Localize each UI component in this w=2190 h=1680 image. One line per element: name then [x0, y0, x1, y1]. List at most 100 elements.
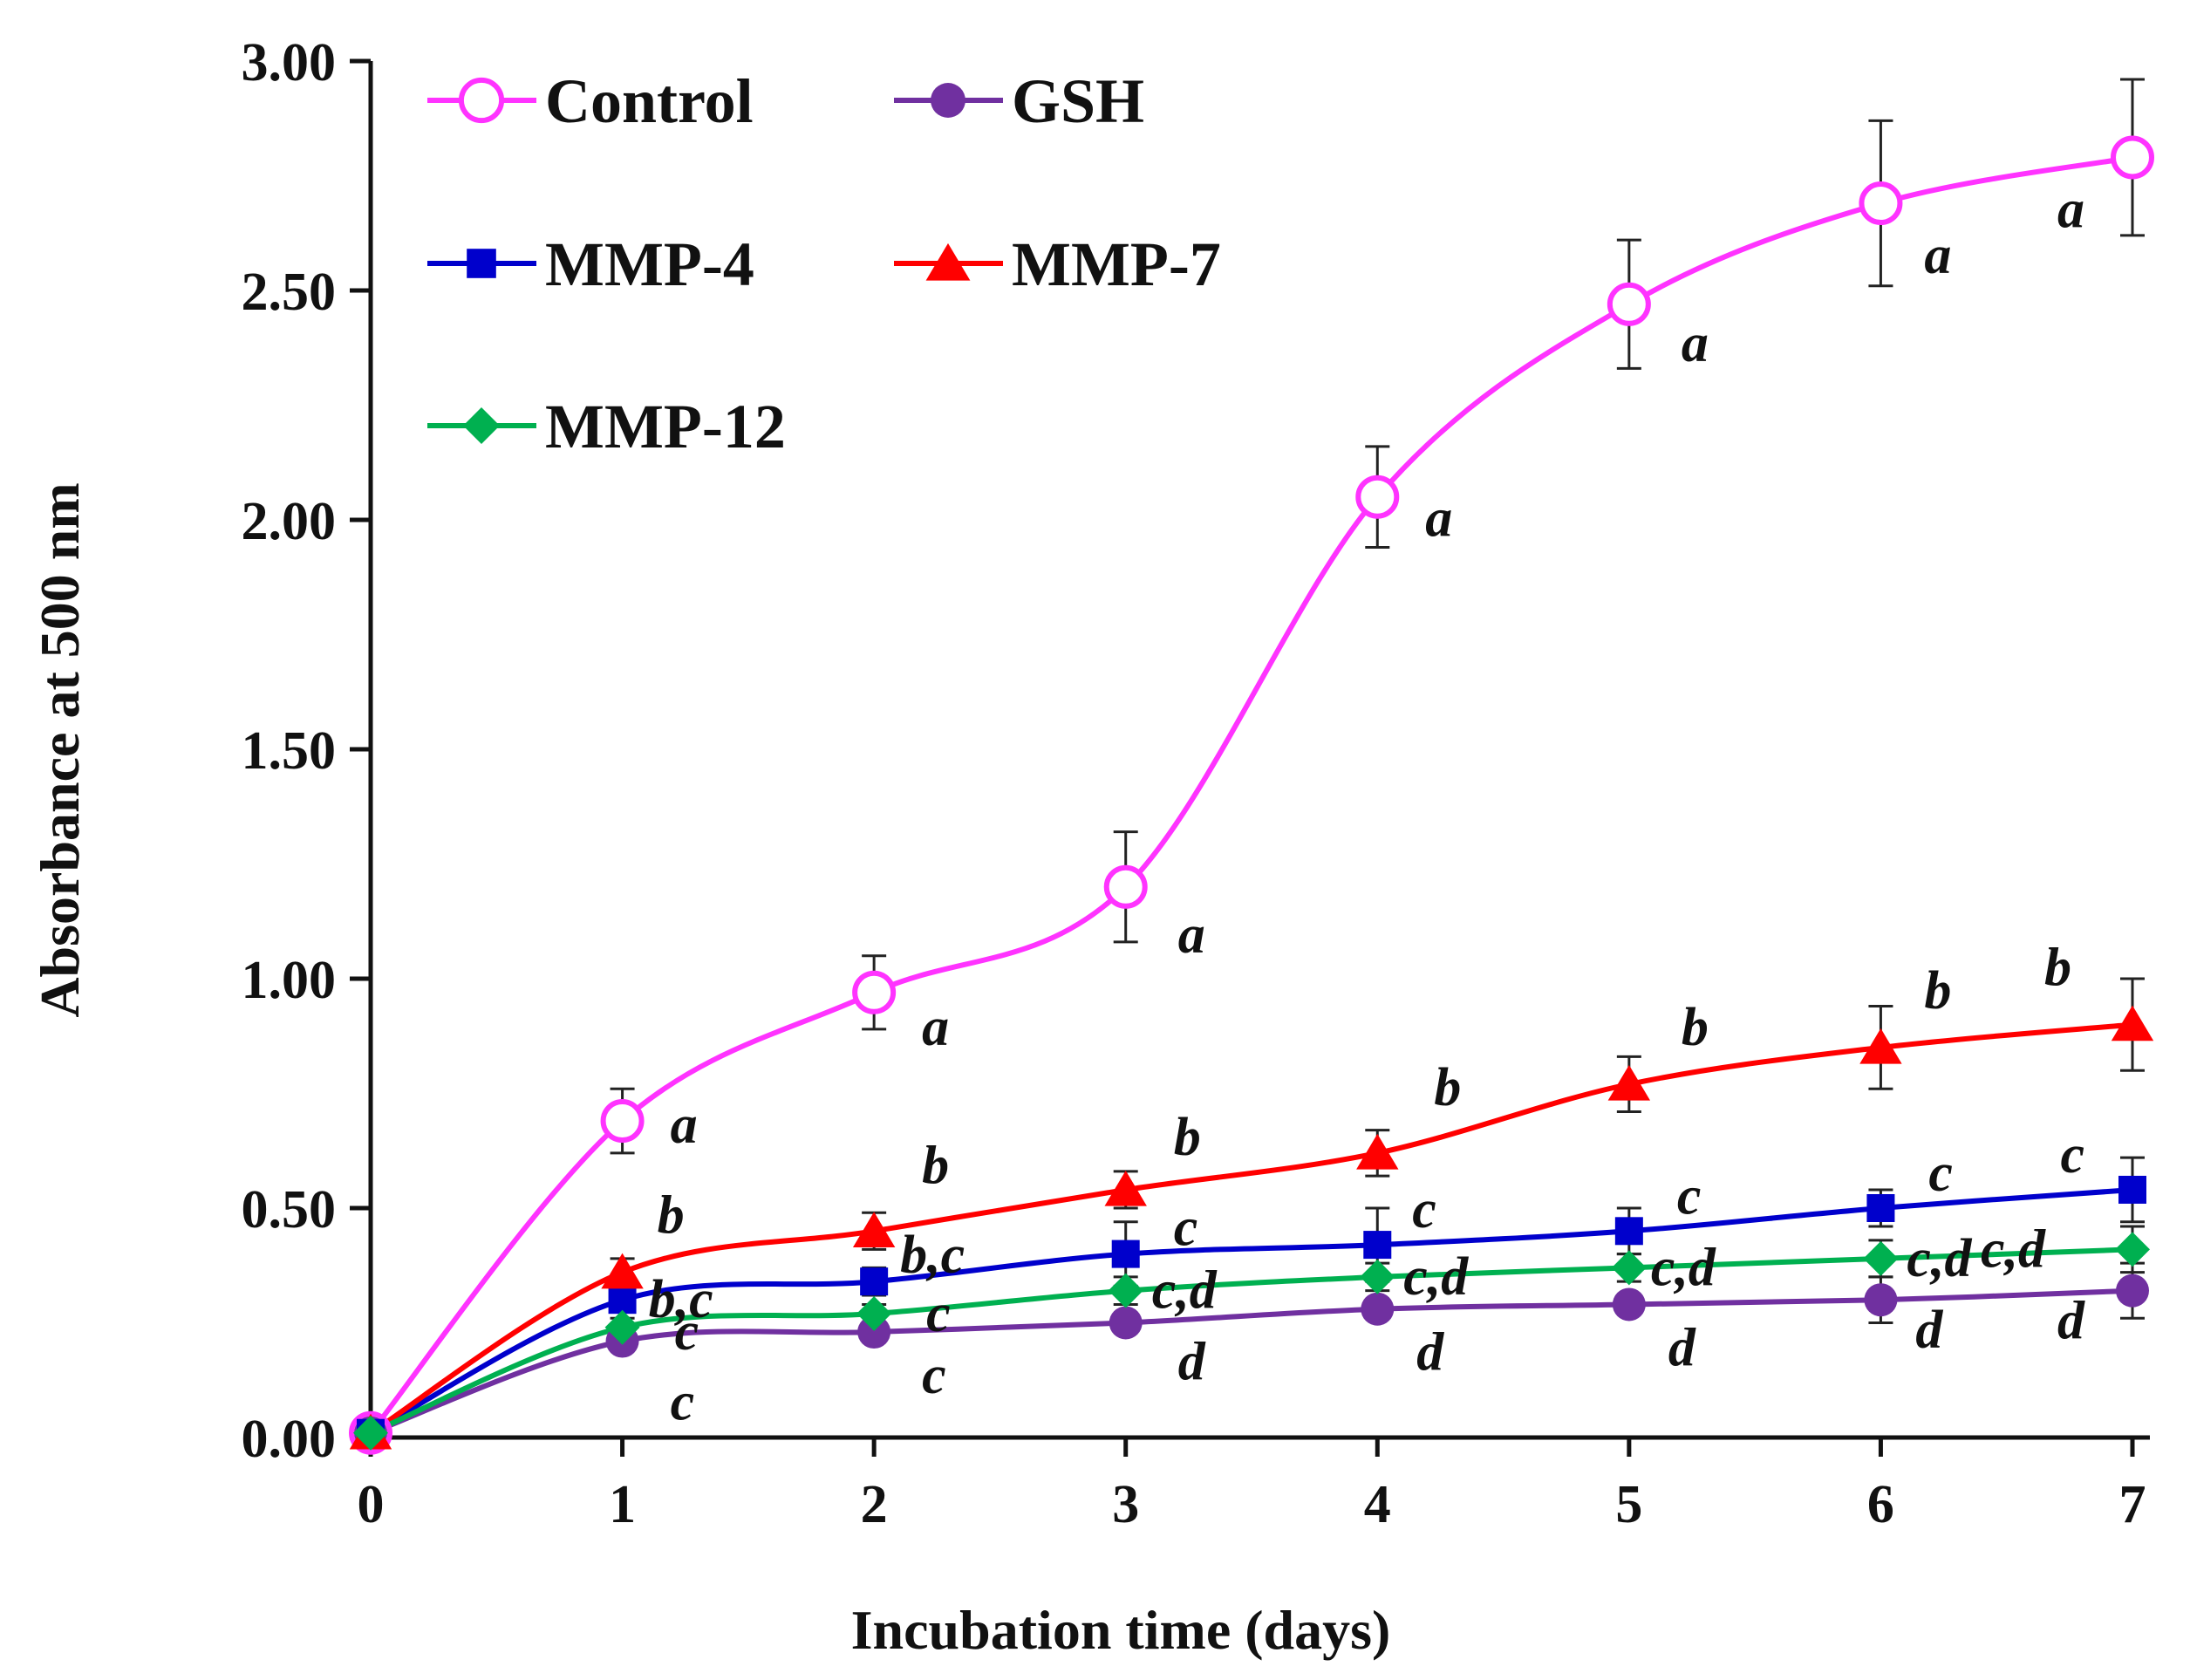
legend-label: Control: [545, 66, 754, 136]
marker-mmp-4: [608, 1286, 637, 1315]
legend-marker: [925, 242, 971, 281]
significance-label: c: [675, 1302, 699, 1362]
marker-mmp-12: [856, 1295, 892, 1331]
x-tick-label: 6: [1867, 1475, 1894, 1534]
significance-label: c: [671, 1373, 695, 1432]
significance-label: a: [1178, 905, 1205, 965]
marker-gsh: [857, 1315, 891, 1349]
marker-control: [1607, 282, 1651, 326]
marker-gsh: [1109, 1306, 1143, 1340]
x-tick-label: 0: [358, 1475, 385, 1534]
marker-mmp-12: [1360, 1259, 1395, 1294]
x-tick-label: 4: [1364, 1475, 1391, 1534]
marker-mmp-12: [1863, 1240, 1899, 1276]
significance-label: a: [1682, 314, 1709, 373]
legend-entry-gsh: GSH: [894, 66, 1144, 136]
significance-label: c: [1412, 1180, 1436, 1240]
significance-label: c: [1174, 1199, 1198, 1258]
significance-label: c: [922, 1346, 946, 1405]
legend-label: GSH: [1012, 66, 1144, 136]
significance-label: d: [1915, 1301, 1943, 1360]
marker-mmp-12: [353, 1415, 388, 1451]
marker-mmp-4: [2118, 1175, 2146, 1204]
legend-marker: [931, 83, 965, 118]
marker-mmp-12: [1108, 1273, 1143, 1308]
x-tick-label: 1: [609, 1475, 636, 1534]
marker-gsh: [1361, 1292, 1395, 1326]
series-lines: [368, 154, 2133, 1436]
significance-label: b: [1174, 1108, 1201, 1167]
marker-mmp-7: [852, 1212, 896, 1247]
significance-label: a: [1924, 226, 1951, 285]
series-line-mmp-4: [369, 1187, 2133, 1436]
x-tick-label: 3: [1112, 1475, 1139, 1534]
legend-entry-control: Control: [427, 66, 754, 136]
marker-mmp-12: [1611, 1250, 1647, 1286]
y-tick-label: 2.50: [242, 263, 337, 322]
marker-mmp-12: [604, 1309, 640, 1345]
axes: 0.00 0.50 1.00 1.50 2.00 2.50 3.00 0 1 2 3 4 5 6 7: [242, 33, 2150, 1534]
significance-label: c,d: [1907, 1229, 1972, 1288]
significance-label: d: [2057, 1292, 2085, 1351]
marker-mmp-7: [1607, 1064, 1651, 1101]
y-tick-label: 0.50: [242, 1180, 337, 1240]
marker-control: [1859, 181, 1903, 226]
legend-label: MMP-12: [545, 392, 786, 461]
y-tick-label: 1.50: [242, 721, 337, 781]
legend-marker: [458, 77, 505, 124]
marker-mmp-4: [1866, 1194, 1895, 1222]
significance-label: c: [1677, 1166, 1702, 1226]
significance-label: d: [1668, 1318, 1696, 1377]
x-tick-label: 5: [1615, 1475, 1642, 1534]
y-tick-label: 2.00: [242, 492, 337, 551]
y-tick-label: 1.00: [242, 951, 337, 1010]
x-axis-title: Incubation time (days): [851, 1599, 1391, 1661]
significance-label: b: [658, 1186, 685, 1246]
marker-mmp-7: [1859, 1028, 1902, 1064]
significance-label: a: [671, 1096, 698, 1155]
legend-marker: [463, 407, 500, 444]
series-line-gsh: [369, 1287, 2133, 1436]
significance-label: a: [1425, 489, 1452, 549]
marker-gsh: [1612, 1287, 1646, 1321]
marker-control: [1355, 475, 1400, 519]
marker-control: [600, 1099, 645, 1144]
y-tick-label: 3.00: [242, 33, 337, 92]
marker-mmp-4: [1614, 1217, 1643, 1246]
marker-control: [1103, 864, 1148, 909]
marker-mmp-4: [1363, 1231, 1392, 1260]
significance-label: c,d: [1152, 1261, 1218, 1321]
significance-label: b: [1434, 1058, 1461, 1117]
significance-label: c,d: [1651, 1238, 1716, 1297]
significance-label: c: [926, 1284, 951, 1343]
y-tick-label: 0.00: [242, 1410, 337, 1469]
significance-label: d: [1416, 1323, 1444, 1383]
significance-label: b: [1924, 961, 1951, 1021]
significance-label: a: [922, 998, 949, 1057]
significance-label: b: [1682, 998, 1709, 1057]
marker-control: [852, 970, 897, 1014]
significance-label: b,c: [649, 1270, 713, 1329]
marker-gsh: [1864, 1283, 1898, 1317]
significance-label: c,d: [1403, 1247, 1469, 1307]
significance-label: b: [2044, 939, 2071, 998]
y-axis-title: Absorbance at 500 nm: [29, 482, 91, 1017]
x-tick-label: 7: [2119, 1475, 2146, 1534]
significance-label: c: [2060, 1125, 2084, 1185]
marker-mmp-4: [1111, 1240, 1140, 1268]
marker-mmp-7: [2111, 1005, 2154, 1041]
marker-mmp-4: [860, 1267, 889, 1296]
marker-gsh: [2116, 1274, 2149, 1308]
series-line-mmp-7: [369, 1021, 2133, 1436]
marker-mmp-7: [1104, 1170, 1147, 1206]
significance-label: b,c: [900, 1226, 965, 1285]
legend: Control GSH MMP-4 MMP-7 MMP-12: [427, 66, 1221, 461]
legend-marker: [467, 249, 496, 278]
legend-entry-mmp-4: MMP-4: [427, 229, 754, 299]
legend-label: MMP-7: [1012, 229, 1221, 299]
significance-label: b: [922, 1136, 949, 1195]
marker-mmp-7: [1356, 1133, 1399, 1170]
significance-label: a: [2057, 180, 2084, 239]
series-line-mmp-12: [369, 1246, 2133, 1436]
